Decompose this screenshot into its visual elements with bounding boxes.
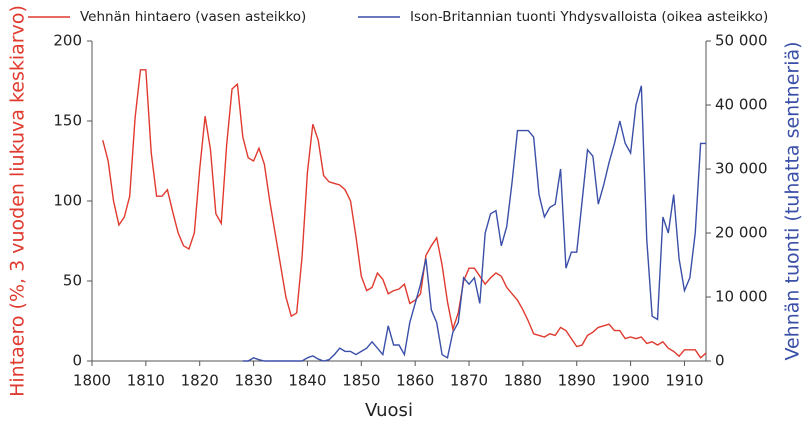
legend-label: Vehnän hintaero (vasen asteikko)	[80, 9, 306, 25]
x-tick-label: 1910	[665, 372, 703, 390]
x-tick-label: 1870	[450, 372, 488, 390]
x-axis-label: Vuosi	[365, 400, 413, 421]
x-tick-label: 1890	[558, 372, 596, 390]
x-tick-label: 1840	[288, 372, 326, 390]
x-tick-label: 1820	[181, 372, 219, 390]
y2-axis-label: Vehnän tuonti (tuhatta sentneriä)	[782, 41, 804, 360]
y2-tick-label: 30 000	[715, 160, 768, 178]
x-tick-label: 1850	[342, 372, 380, 390]
y2-tick-label: 10 000	[715, 288, 768, 306]
series-line	[102, 69, 707, 359]
legend-label: Ison-Britannian tuonti Yhdysvalloista (o…	[410, 9, 768, 25]
y-axis-label: Hintaero (%, 3 vuoden liukuva keskiarvo)	[7, 5, 29, 397]
x-tick-label: 1900	[612, 372, 650, 390]
y2-tick-label: 40 000	[715, 96, 768, 114]
y-tick-label: 50	[63, 272, 82, 290]
x-tick-label: 1810	[127, 372, 165, 390]
series-line	[242, 85, 706, 362]
y-tick-label: 100	[53, 192, 82, 210]
x-tick-label: 1800	[73, 372, 111, 390]
y2-tick-label: 0	[715, 352, 725, 370]
x-tick-label: 1860	[396, 372, 434, 390]
x-tick-label: 1830	[234, 372, 272, 390]
y-tick-label: 0	[72, 352, 82, 370]
x-tick-label: 1880	[504, 372, 542, 390]
y-tick-label: 200	[53, 32, 82, 50]
y2-tick-label: 20 000	[715, 224, 768, 242]
y-tick-label: 150	[53, 112, 82, 130]
y2-tick-label: 50 000	[715, 32, 768, 50]
